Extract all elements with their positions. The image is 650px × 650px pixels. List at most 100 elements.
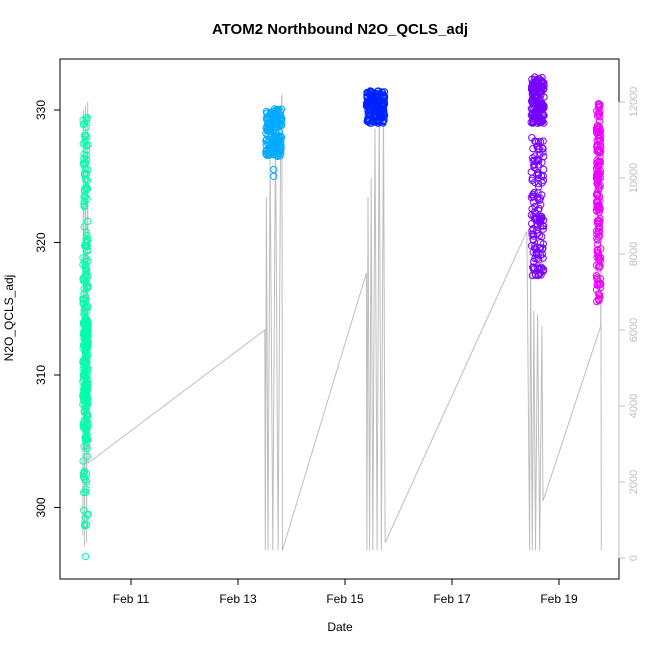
data-point (79, 344, 87, 352)
y-axis-left: 300 310 320 330 (34, 100, 60, 518)
data-point (80, 357, 88, 366)
data-point (593, 234, 601, 243)
data-point (262, 135, 271, 144)
data-point (537, 172, 546, 180)
data-point (530, 242, 539, 250)
data-point (529, 198, 538, 206)
data-point (528, 134, 536, 142)
data-point (595, 296, 603, 305)
data-point (80, 285, 88, 293)
data-point (534, 271, 542, 280)
data-point (596, 217, 604, 225)
data-point (79, 276, 88, 285)
y-axis-right: 0 2000 4000 6000 8000 10000 12000 (618, 87, 640, 561)
data-point (84, 235, 92, 244)
data-point (81, 261, 90, 269)
flight-series (592, 100, 605, 306)
data-point (277, 105, 286, 114)
data-point (596, 117, 604, 126)
flight-series (527, 73, 548, 280)
data-point (81, 303, 90, 311)
data-point (539, 137, 547, 145)
data-point (593, 246, 602, 255)
data-point (595, 170, 603, 179)
data-point (84, 322, 92, 330)
data-point (593, 281, 601, 289)
data-point (596, 262, 604, 270)
data-point (265, 111, 274, 119)
data-point (535, 145, 544, 153)
x-axis: Feb 11 Feb 13 Feb 15 Feb 17 Feb 19 (113, 579, 578, 606)
data-point (84, 303, 92, 311)
data-point (363, 117, 371, 126)
data-point (271, 122, 279, 130)
data-point (537, 100, 545, 108)
data-point (528, 219, 536, 228)
data-point (532, 113, 540, 122)
data-point (593, 159, 601, 167)
flight-series (79, 114, 92, 561)
y-tick-label: 300 (34, 497, 48, 517)
data-point (594, 216, 603, 224)
data-point (594, 104, 603, 112)
data-point (539, 240, 547, 248)
data-point (596, 100, 604, 109)
data-point (540, 79, 548, 87)
data-point (364, 89, 372, 97)
data-point (82, 242, 91, 251)
data-point (538, 214, 546, 223)
data-point (82, 146, 91, 154)
data-point (594, 186, 602, 194)
x-tick-label: Feb 19 (540, 592, 578, 606)
data-point (269, 150, 278, 158)
data-point (82, 410, 91, 418)
data-point (596, 131, 604, 139)
data-point (83, 307, 91, 316)
data-point (80, 506, 88, 514)
data-point (594, 236, 602, 244)
data-point (532, 138, 540, 146)
y-tick-label: 320 (34, 232, 48, 252)
data-point (82, 151, 90, 160)
y-tick-label: 310 (34, 365, 48, 385)
data-point (539, 254, 547, 262)
data-point (595, 102, 604, 111)
data-point (80, 423, 89, 431)
data-point (595, 175, 603, 183)
data-point (273, 106, 281, 115)
data-points-layer (79, 73, 605, 561)
data-point (79, 400, 87, 409)
data-point (274, 114, 282, 122)
data-point (80, 202, 88, 211)
data-point (534, 138, 543, 146)
data-point (371, 118, 379, 126)
data-point (83, 452, 91, 461)
data-point (363, 93, 371, 102)
data-point (82, 488, 90, 496)
y2-tick-label: 2000 (628, 470, 640, 494)
data-point (80, 418, 88, 427)
data-point (527, 168, 535, 176)
data-point (81, 388, 89, 396)
data-point (82, 387, 90, 396)
data-point (83, 284, 91, 292)
data-point (531, 84, 539, 93)
data-point (83, 237, 91, 245)
data-point (528, 230, 536, 238)
x-tick-label: Feb 15 (326, 592, 364, 606)
data-point (84, 257, 92, 265)
data-point (83, 435, 91, 443)
data-point (80, 521, 89, 530)
data-point (81, 433, 89, 442)
data-point (83, 340, 92, 348)
data-point (84, 422, 92, 431)
data-point (592, 286, 601, 294)
data-point (266, 127, 274, 136)
data-point (81, 241, 90, 250)
data-point (539, 144, 547, 153)
data-point (377, 113, 385, 121)
data-point (539, 117, 547, 126)
data-point (271, 148, 280, 157)
data-point (82, 378, 90, 387)
